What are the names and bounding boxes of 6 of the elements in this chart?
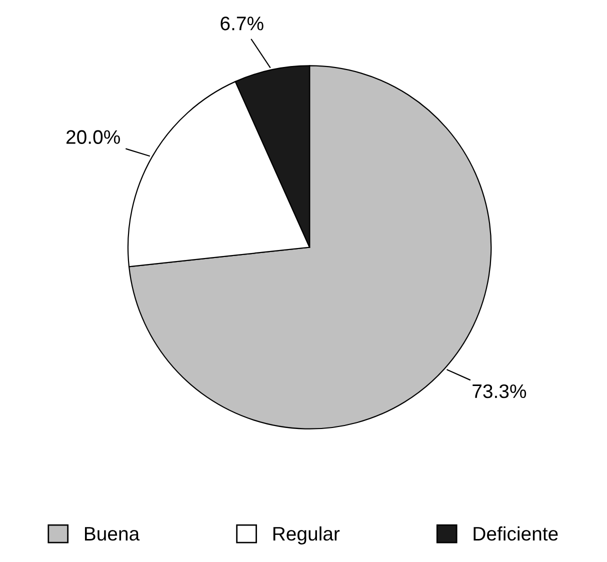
data-label: 20.0% [66,130,120,144]
data-label: 73.3% [472,384,526,398]
legend-label: Buena [84,527,140,541]
legend-label: Regular [273,526,340,544]
data-label: 6.7% [220,16,264,30]
legend-label: Deficiente [474,526,558,541]
